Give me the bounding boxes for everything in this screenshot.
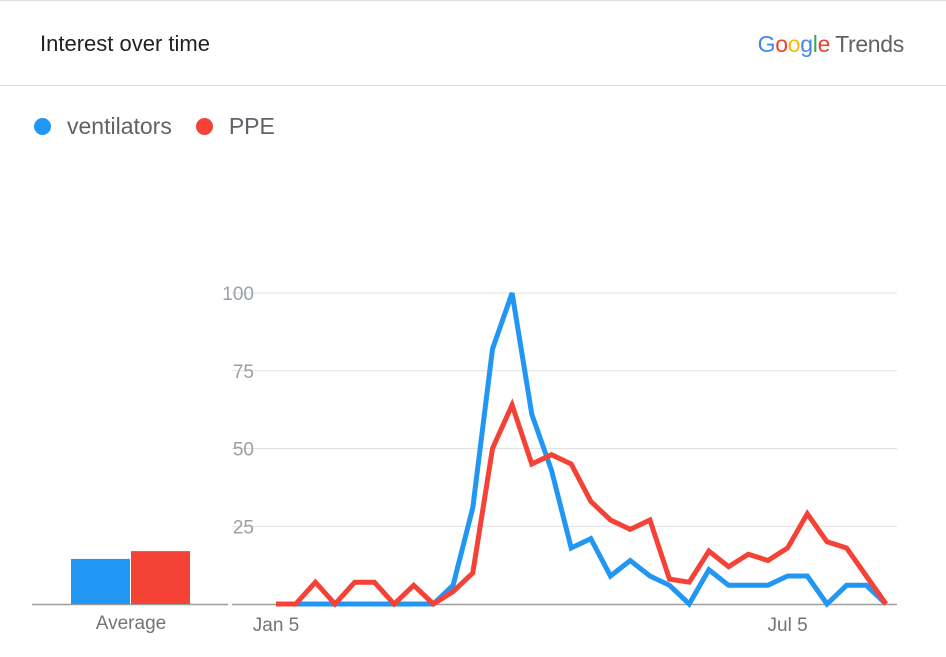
y-tick-label-75: 75 (233, 362, 254, 383)
legend-label-ventilators: ventilators (67, 113, 172, 139)
average-label: Average (96, 613, 166, 634)
average-bar-ppe (131, 551, 190, 604)
google-trends-logo: Google Trends (757, 31, 905, 58)
legend-label-ppe: PPE (228, 113, 275, 139)
series-line-ppe (276, 398, 889, 608)
card-header: Interest over time Google Trends (0, 1, 946, 86)
google-wordmark: Google (757, 31, 831, 57)
trends-wordmark: Trends (835, 31, 904, 57)
y-tick-label-100: 100 (222, 284, 254, 305)
average-bar-ventilators (71, 558, 130, 604)
y-tick-label-25: 25 (233, 517, 254, 538)
y-tick-label-50: 50 (233, 440, 254, 461)
series-line-ventilators (276, 292, 888, 608)
legend: ventilators PPE (34, 113, 299, 140)
legend-dot-ppe (195, 118, 213, 135)
x-tick-label-jul-5: Jul 5 (768, 615, 808, 636)
chart-title: Interest over time (40, 31, 210, 56)
x-tick-label-jan-5: Jan 5 (253, 615, 299, 636)
legend-item-ventilators[interactable]: ventilators (34, 113, 172, 140)
legend-item-ppe[interactable]: PPE (195, 113, 275, 140)
legend-dot-ventilators (34, 118, 51, 135)
